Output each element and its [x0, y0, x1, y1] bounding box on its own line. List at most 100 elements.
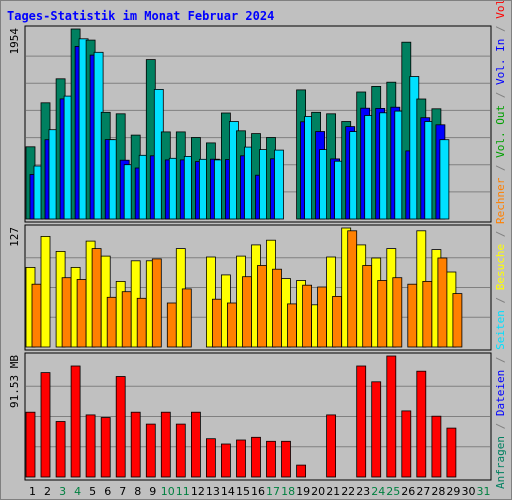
bar-volumen-day-25: [386, 355, 397, 478]
y-max-label-volume: 91.53 MB: [8, 355, 21, 408]
bar-volumen-day-14: [220, 443, 231, 478]
legend-part-14: Volumen: [494, 1, 507, 19]
day-label-16: 16: [251, 485, 265, 498]
bar-volumen-day-5: [85, 414, 96, 478]
bar-rechner-day-5: [91, 248, 102, 348]
bar-volumen-day-2: [40, 372, 51, 478]
bar-rechner-day-17: [272, 268, 282, 348]
day-label-21: 21: [326, 485, 340, 498]
bar-volumen-day-7: [115, 376, 126, 478]
day-label-29: 29: [446, 485, 460, 498]
bar-volumen-day-11: [175, 423, 186, 478]
day-label-8: 8: [134, 485, 141, 498]
bar-volumen-day-21: [326, 414, 337, 478]
bar-rechner-day-7: [121, 291, 132, 348]
bar-rechner-day-3: [61, 277, 72, 348]
day-label-20: 20: [311, 485, 325, 498]
legend-part-8: Rechner: [494, 177, 507, 224]
bar-rechner-day-11: [181, 288, 192, 348]
day-label-17: 17: [266, 485, 280, 498]
day-label-6: 6: [104, 485, 111, 498]
bar-volumen-day-24: [371, 381, 382, 478]
legend-part-1: /: [494, 416, 507, 436]
bar-volumen-day-19: [296, 464, 307, 478]
panel-requests: 1954: [8, 25, 492, 223]
bar-volumen-day-6: [100, 417, 111, 478]
bar-volumen-day-13: [205, 438, 216, 478]
day-label-12: 12: [191, 485, 205, 498]
day-label-9: 9: [149, 485, 156, 498]
day-label-15: 15: [236, 485, 250, 498]
day-label-5: 5: [89, 485, 96, 498]
chart-panels: 1954 127 91.53 MB: [8, 25, 492, 481]
day-label-2: 2: [44, 485, 51, 498]
legend-part-7: /: [494, 224, 507, 244]
bar-rechner-day-9: [151, 258, 162, 348]
bar-rechner-day-14: [226, 302, 237, 348]
day-label-30: 30: [462, 485, 476, 498]
panel-visits: 127: [8, 224, 492, 351]
bar-rechner-day-6: [106, 296, 117, 348]
bar-volumen-day-18: [281, 440, 291, 478]
legend-part-4: Seiten: [494, 310, 507, 350]
day-label-23: 23: [356, 485, 370, 498]
bar-volumen-day-8: [130, 411, 141, 478]
bar-rechner-day-23: [362, 265, 373, 348]
day-label-1: 1: [29, 485, 36, 498]
bar-volumen-day-3: [55, 421, 66, 478]
day-label-3: 3: [59, 485, 66, 498]
bar-rechner-day-8: [136, 297, 147, 348]
day-label-10: 10: [161, 485, 175, 498]
legend-part-2: Dateien: [494, 370, 507, 416]
bar-rechner-day-1: [31, 283, 42, 348]
panel-volume: 91.53 MB: [8, 352, 492, 481]
y-max-label-requests: 1954: [8, 28, 21, 55]
bar-rechner-day-29: [452, 293, 463, 348]
bar-volumen-day-29: [446, 427, 457, 478]
bar-volumen-day-1: [25, 411, 36, 478]
legend-part-6: Besuche: [494, 244, 507, 290]
bar-seiten-day-17: [274, 149, 284, 220]
legend-part-13: /: [494, 19, 507, 39]
bar-rechner-day-25: [392, 277, 403, 348]
bar-seiten-day-28: [439, 139, 450, 220]
day-label-28: 28: [431, 485, 445, 498]
bar-volumen-day-9: [145, 423, 156, 478]
bar-rechner-day-4: [76, 279, 87, 348]
bar-volumen-day-28: [431, 415, 442, 478]
bar-volumen-day-23: [356, 365, 367, 478]
bar-rechner-day-28: [437, 257, 448, 348]
bar-rechner-day-21: [332, 295, 343, 348]
bar-rechner-day-22: [347, 230, 358, 348]
bar-rechner-day-18: [287, 303, 297, 348]
x-axis-day-labels: 1 2 3 4 5 6 7 8 9 10 11 12 13 14 15 16 17 18 19 20 21 22 23 24 2…: [29, 485, 491, 498]
bar-volumen-day-17: [266, 440, 276, 478]
day-label-7: 7: [119, 485, 126, 498]
day-label-19: 19: [296, 485, 310, 498]
bar-volumen-day-12: [190, 411, 201, 478]
day-label-22: 22: [341, 485, 355, 498]
legend-part-12: Vol. In: [494, 39, 507, 85]
legend-part-9: /: [494, 158, 507, 178]
legend-part-0: Anfragen: [494, 436, 507, 489]
day-label-14: 14: [221, 485, 235, 498]
right-legend: Anfragen / Dateien / Seiten / Besuche / …: [494, 1, 507, 489]
bar-volumen-day-4: [70, 365, 81, 478]
chart-title: Tages-Statistik im Monat Februar 2024: [7, 9, 274, 23]
bar-rechner-day-13: [211, 298, 222, 348]
legend-part-11: /: [494, 85, 507, 105]
legend-part-5: /: [494, 290, 507, 310]
bar-volumen-day-16: [251, 436, 261, 478]
legend-part-3: /: [494, 350, 507, 370]
day-label-25: 25: [386, 485, 400, 498]
bar-rechner-day-24: [377, 280, 388, 348]
bar-besuche-day-2: [40, 235, 51, 348]
bar-rechner-day-19: [302, 284, 313, 348]
day-label-11: 11: [176, 485, 190, 498]
bar-rechner-day-27: [422, 280, 433, 348]
bar-rechner-day-20: [317, 286, 328, 348]
day-label-31: 31: [477, 485, 491, 498]
bar-volumen-day-10: [160, 411, 171, 478]
